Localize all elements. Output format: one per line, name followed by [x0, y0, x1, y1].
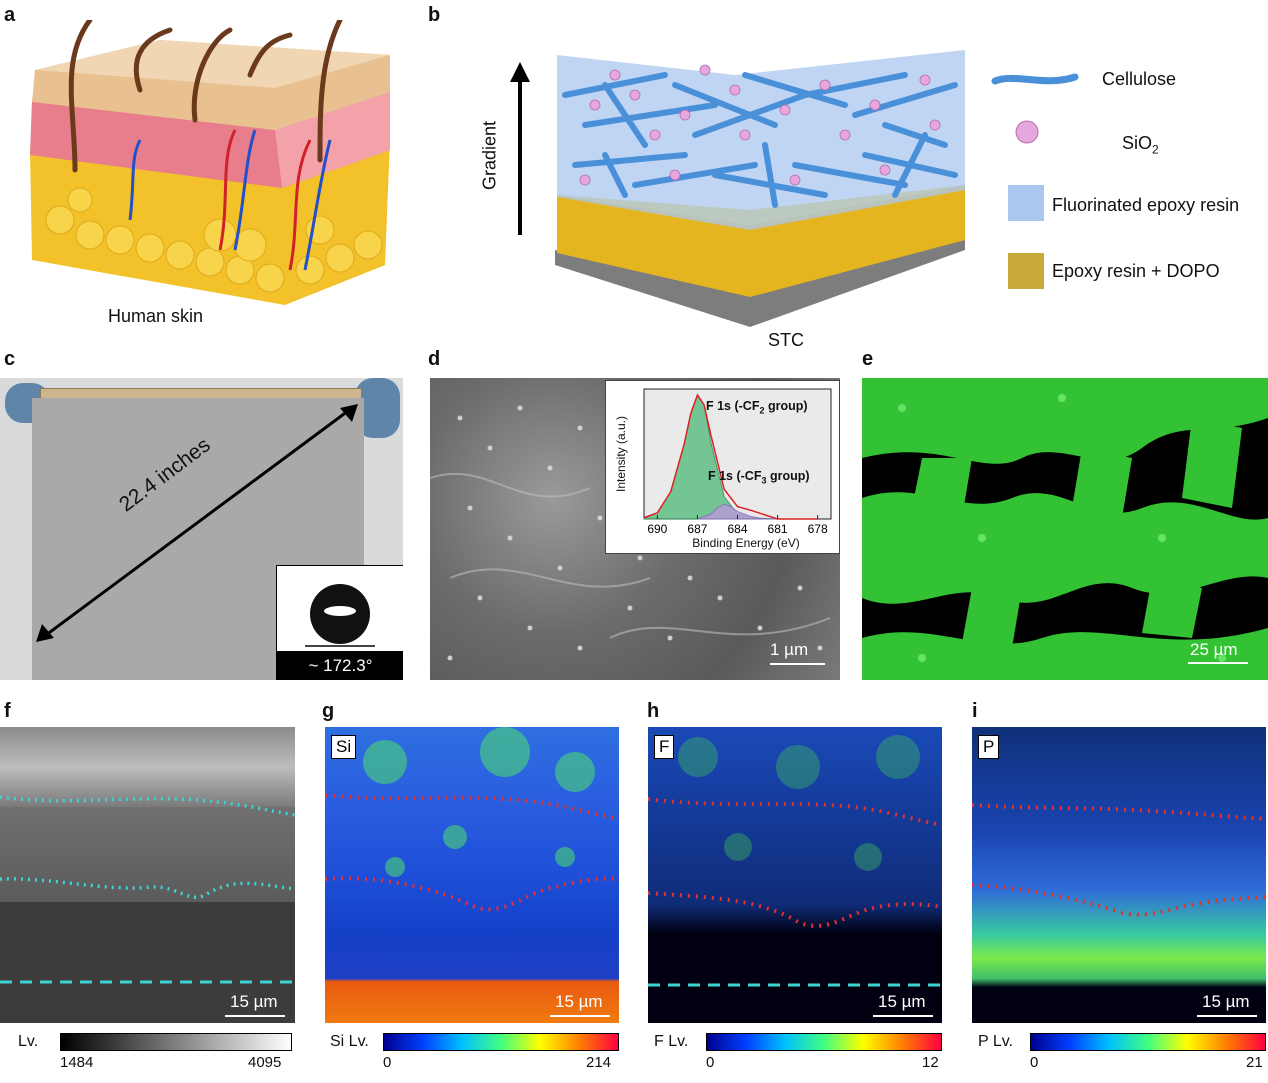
panel-label-c: c [4, 348, 16, 370]
cbar-f-min: 1484 [60, 1054, 94, 1071]
xps-xtick-4: 678 [808, 522, 828, 536]
xps-xlabel: Binding Energy (eV) [692, 536, 800, 550]
water-droplet [305, 584, 375, 647]
xps-xtick-3: 681 [768, 522, 788, 536]
cbar-i-max: 21 [1246, 1054, 1263, 1071]
legend-sio2-main: SiO [1122, 133, 1153, 153]
scalebar-f-line [225, 1015, 285, 1017]
panel-label-i: i [972, 700, 978, 722]
xps-peak1-sub: 2 [759, 405, 765, 416]
xps-peak1-main: F 1s (-CF [706, 399, 760, 413]
fluorescence-panel-e: 25 µm [862, 378, 1268, 680]
scalebar-i-label: 15 µm [1202, 992, 1250, 1011]
panel-label-f: f [4, 700, 11, 722]
fluorinated-legend-swatch [1008, 185, 1044, 221]
f-boundaries [0, 795, 295, 984]
caption-stc: STC [768, 330, 804, 350]
p-map-features [972, 803, 1266, 917]
map-tag-f: F [654, 735, 675, 759]
sio2-legend-icon [1015, 120, 1039, 144]
xps-ylabel: Intensity (a.u.) [614, 415, 628, 493]
cbar-g-max: 214 [586, 1054, 612, 1071]
legend-epoxy-text: Epoxy resin + DOPO [1052, 261, 1220, 281]
scalebar-h-label: 15 µm [878, 992, 926, 1011]
cbar-f [60, 1033, 292, 1051]
fluorescence-network [862, 378, 1268, 680]
cbar-g [383, 1033, 619, 1051]
scalebar-h-line [873, 1015, 933, 1017]
xps-envelope [643, 393, 818, 520]
panel-label-b: b [428, 4, 441, 26]
legend-sio2-text: SiO2 [1122, 133, 1159, 157]
scalebar-e-label: 25 µm [1190, 640, 1238, 659]
cellulose-legend-icon [991, 73, 1079, 85]
sem-panel-d: 690 687 684 681 678 Intensity (a.u.) Binding… [430, 378, 840, 680]
cbar-i [1030, 1033, 1266, 1051]
cbar-h-label: F Lv. [654, 1033, 689, 1050]
contact-angle-value: ~ 172.3° [308, 656, 373, 675]
legend-fluorinated-text: Fluorinated epoxy resin [1052, 195, 1240, 215]
cbar-g-label: Si Lv. [330, 1033, 369, 1050]
cbar-g-min: 0 [383, 1054, 392, 1071]
xps-series-2 [697, 503, 778, 520]
diagonal-arrow [36, 404, 358, 642]
xps-xtick-2: 684 [727, 522, 747, 536]
gradient-arrow [510, 62, 530, 235]
p-map-i: P 15 µm [972, 727, 1266, 1023]
xps-inset: 690 687 684 681 678 Intensity (a.u.) Binding… [605, 380, 840, 554]
skin-illustration [30, 20, 390, 305]
cbar-h [706, 1033, 942, 1051]
scalebar-e-line [1188, 662, 1248, 664]
cbar-f-label: Lv. [18, 1033, 39, 1050]
panel-label-e: e [862, 348, 874, 370]
contact-angle-label-bg [277, 651, 403, 680]
f-map-features [648, 735, 942, 987]
sem-texture [430, 405, 831, 661]
si-map-g: Si 15 µm [325, 727, 619, 1023]
caption-human-skin: Human skin [108, 306, 204, 326]
xps-peak2-sub: 3 [761, 475, 767, 486]
cbar-h-max: 12 [922, 1054, 939, 1071]
xps-chart: 690 687 684 681 678 [643, 388, 832, 536]
map-tag-p: P [978, 735, 1000, 759]
photo-panel-c: 22.4 inches ~ 172.3° [0, 378, 403, 680]
xps-peak1-label: F 1s (-CF2 group) [706, 399, 808, 416]
cbar-i-min: 0 [1030, 1054, 1039, 1071]
cbar-i-label: P Lv. [978, 1033, 1013, 1050]
scalebar-d-label: 1 µm [770, 640, 809, 659]
cbar-h-min: 0 [706, 1054, 715, 1071]
xps-peak2-label: F 1s (-CF3 group) [708, 469, 810, 486]
f-top-layer [0, 727, 295, 807]
legend-cellulose-text: Cellulose [1102, 69, 1177, 89]
xps-xtick-0: 690 [647, 522, 667, 536]
scalebar-g-label: 15 µm [555, 992, 603, 1011]
scalebar-f-label: 15 µm [230, 992, 278, 1011]
panel-label-d: d [428, 348, 441, 370]
cbar-f-max: 4095 [248, 1054, 282, 1071]
panel-label-a: a [4, 4, 16, 26]
xps-peak2-end: group) [766, 469, 810, 483]
stc-structure-illustration [555, 50, 965, 327]
scalebar-i-line [1197, 1015, 1257, 1017]
panel-label-g: g [322, 700, 335, 722]
scalebar-d-line [770, 663, 825, 665]
xps-peak1-end: group) [764, 399, 808, 413]
si-map-features [325, 727, 619, 912]
panel-label-h: h [647, 700, 660, 722]
sem-cross-section-f: 15 µm [0, 727, 295, 1023]
legend-sio2-sub: 2 [1152, 142, 1159, 157]
f-bottom-layer [0, 902, 295, 1023]
scalebar-g-line [550, 1015, 610, 1017]
legend: Cellulose SiO2 Fluorinated epoxy resin E… [990, 55, 1265, 305]
map-tag-si: Si [331, 735, 357, 759]
xps-peak2-main: F 1s (-CF [708, 469, 762, 483]
f-map-h: F 15 µm [648, 727, 942, 1023]
f-middle-layer [0, 807, 295, 907]
gradient-axis-label: Gradient [479, 120, 500, 191]
xps-xtick-1: 687 [687, 522, 707, 536]
contact-angle-inset: ~ 172.3° [276, 565, 403, 680]
epoxy-legend-swatch [1008, 253, 1044, 289]
